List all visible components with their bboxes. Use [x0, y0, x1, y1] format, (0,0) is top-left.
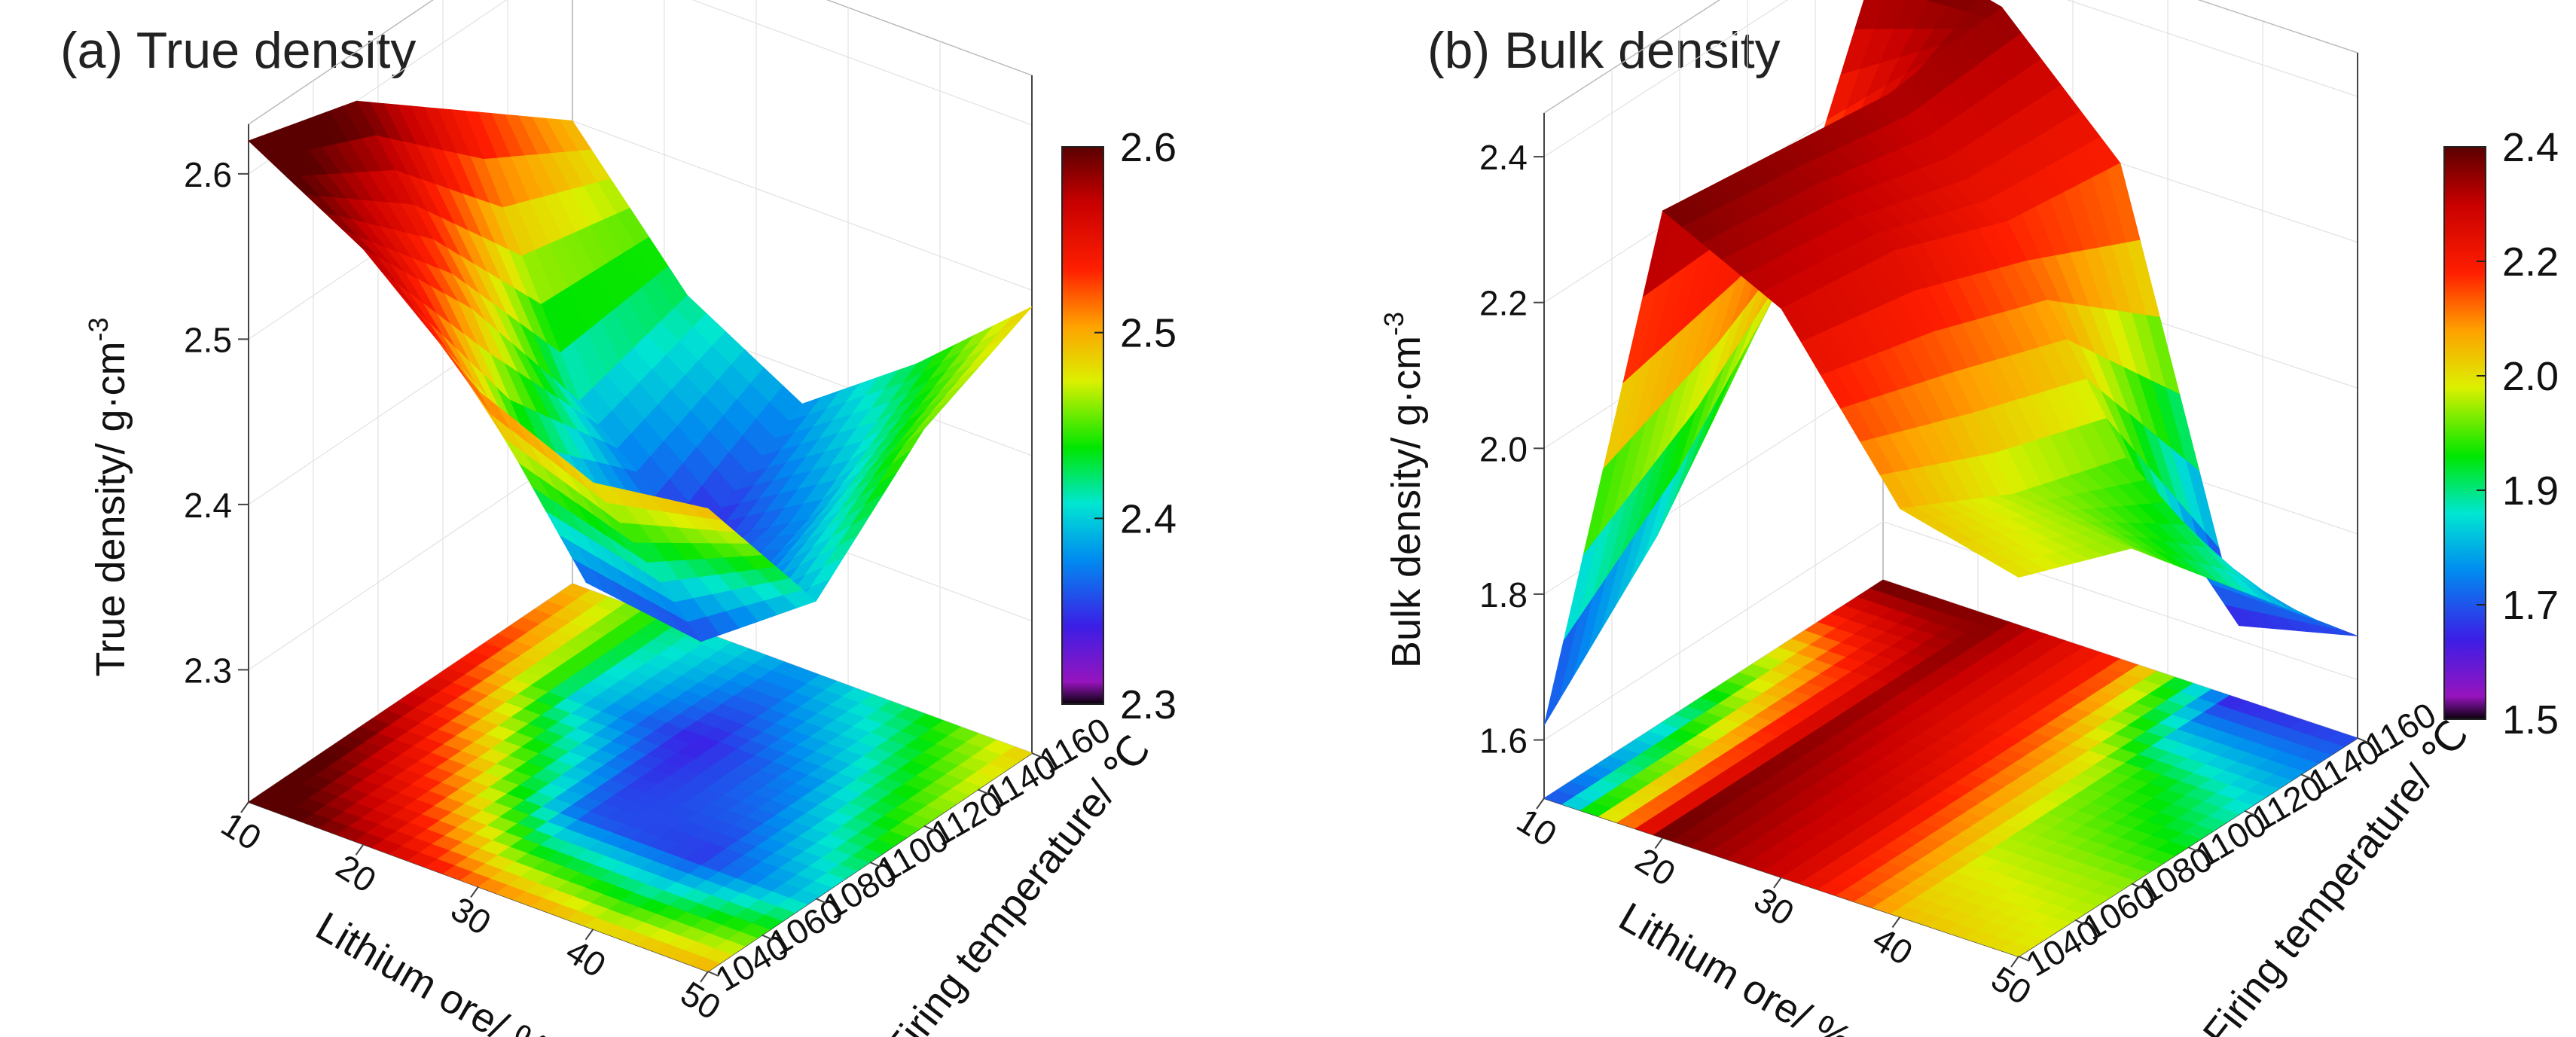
chart-title: (a) True density — [60, 22, 417, 79]
z-tick-label: 2.4 — [1479, 138, 1528, 177]
colorbar: 2.4 2.2 2.0 1.9 1.7 1.5 — [2443, 125, 2559, 743]
x-tick-label: 20 — [1629, 840, 1683, 893]
x-tick-label: 40 — [560, 932, 613, 985]
colorbar-tick-label: 1.5 — [2502, 697, 2559, 743]
colorbar-tick-label: 2.4 — [2502, 125, 2559, 170]
z-axis-ticks: 1.6 1.8 2.0 2.2 2.4 — [1479, 138, 1544, 761]
z-axis-label: True density/ g·cm-3 — [83, 317, 133, 676]
z-tick-label: 2.4 — [184, 486, 232, 525]
colorbar-tick-label: 1.7 — [2502, 583, 2559, 628]
floor-contour-map — [248, 583, 1033, 972]
surface-mesh — [248, 100, 1033, 642]
chart-panel-bulk-density: (b) Bulk density 1.6 1.8 2.0 2.2 2.4 Bulk den… — [1288, 0, 2576, 1037]
colorbar-gradient — [1061, 146, 1104, 705]
colorbar-gradient — [2443, 146, 2486, 720]
colorbar-tick-label: 2.0 — [2502, 354, 2559, 399]
z-tick-label: 2.3 — [184, 651, 232, 690]
x-tick-label: 30 — [1747, 880, 1801, 933]
colorbar-tick-label: 1.9 — [2502, 468, 2559, 514]
z-axis-label: Bulk density/ g·cm-3 — [1378, 312, 1429, 668]
chart-panel-true-density: (a) True density 2.3 2.4 2.5 2.6 True densit… — [60, 0, 1177, 1037]
x-tick-label: 40 — [1866, 919, 1920, 972]
colorbar-tick-label: 2.2 — [2502, 239, 2559, 285]
x-tick-label: 10 — [1510, 801, 1564, 854]
colorbar-tick-label: 2.6 — [1120, 125, 1177, 170]
colorbar-tick-label: 2.3 — [1120, 682, 1177, 727]
x-tick-label: 20 — [330, 846, 383, 900]
z-tick-label: 1.8 — [1479, 575, 1528, 615]
colorbar-tick-label: 2.5 — [1120, 311, 1177, 356]
chart-title: (b) Bulk density — [1427, 22, 1781, 79]
bulk-density-surface-plot: 1.6 1.8 2.0 2.2 2.4 Bulk density/ g·cm-3 10 20 3… — [1378, 0, 2559, 1037]
colorbar-tick-label: 2.4 — [1120, 496, 1177, 541]
x-axis-label: Lithium ore/ % — [1612, 894, 1860, 1037]
surface-mesh — [1543, 0, 2358, 726]
z-tick-label: 2.0 — [1479, 429, 1528, 468]
floor-contour-map — [1543, 579, 2358, 957]
x-axis-label: Lithium ore/ % — [309, 904, 557, 1037]
z-tick-label: 2.2 — [1479, 284, 1528, 323]
x-tick-label: 30 — [444, 889, 498, 942]
z-tick-label: 1.6 — [1479, 721, 1528, 761]
z-tick-label: 2.6 — [184, 155, 232, 194]
true-density-surface-plot: 2.3 2.4 2.5 2.6 True density/ g·cm-3 10 20 30 40… — [83, 0, 1177, 1037]
colorbar: 2.6 2.5 2.4 2.3 — [1061, 125, 1177, 727]
x-tick-label: 10 — [215, 804, 268, 858]
z-tick-label: 2.5 — [184, 320, 232, 359]
z-axis-ticks: 2.3 2.4 2.5 2.6 — [184, 155, 249, 690]
